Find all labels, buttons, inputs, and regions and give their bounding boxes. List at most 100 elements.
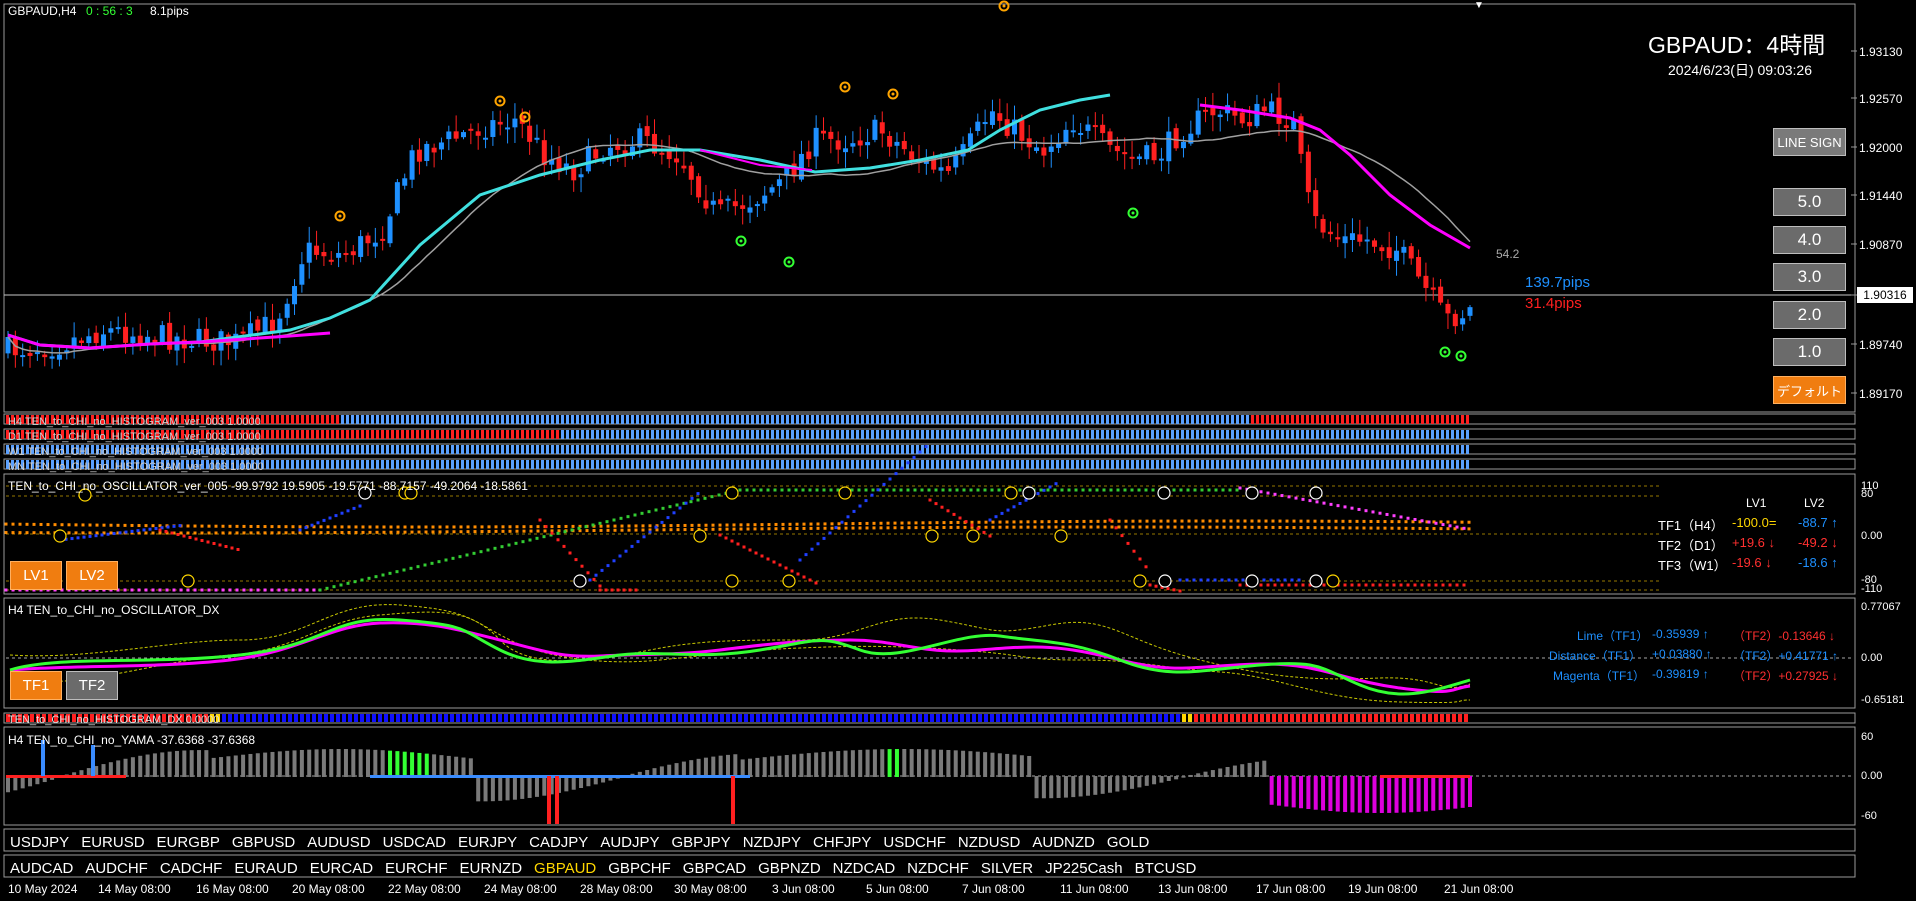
osc-dot bbox=[193, 531, 197, 535]
osc-dot bbox=[305, 588, 309, 592]
level-4-button[interactable]: 4.0 bbox=[1773, 226, 1846, 254]
osc-dot bbox=[319, 531, 323, 535]
yama-bar bbox=[1401, 776, 1406, 813]
histogram-bar bbox=[721, 445, 724, 454]
dx-histogram-bar bbox=[780, 714, 784, 722]
histogram-bar bbox=[296, 430, 299, 439]
histogram-bar bbox=[1041, 445, 1044, 454]
level-1-button[interactable]: 1.0 bbox=[1773, 338, 1846, 366]
symbol-jp225cash[interactable]: JP225Cash bbox=[1045, 860, 1123, 877]
histogram-bar bbox=[1066, 430, 1069, 439]
histogram-bar bbox=[496, 415, 499, 424]
symbol-btcusd[interactable]: BTCUSD bbox=[1134, 860, 1197, 877]
symbol-usdchf[interactable]: USDCHF bbox=[883, 834, 946, 851]
candle-body bbox=[659, 152, 665, 155]
symbol-gbpnzd[interactable]: GBPNZD bbox=[758, 860, 821, 877]
symbol-cadchf[interactable]: CADCHF bbox=[159, 860, 223, 877]
histogram-bar bbox=[1366, 415, 1369, 424]
histogram-bar bbox=[1126, 460, 1129, 469]
level-5-button[interactable]: 5.0 bbox=[1773, 188, 1846, 216]
osc-dot bbox=[312, 525, 316, 529]
histogram-bar bbox=[631, 445, 634, 454]
level-marker-icon bbox=[53, 529, 67, 543]
histogram-bar bbox=[726, 460, 729, 469]
histogram-bar bbox=[76, 415, 79, 424]
histogram-bar bbox=[1226, 415, 1229, 424]
histogram-bar bbox=[1366, 430, 1369, 439]
candle-body bbox=[629, 146, 635, 157]
histogram-bar bbox=[916, 460, 919, 469]
histogram-bar bbox=[911, 445, 914, 454]
symbol-gbpusd[interactable]: GBPUSD bbox=[231, 834, 296, 851]
symbol-nzdusd[interactable]: NZDUSD bbox=[957, 834, 1021, 851]
tf2-button[interactable]: TF2 bbox=[66, 671, 118, 700]
symbol-eurgbp[interactable]: EURGBP bbox=[156, 834, 220, 851]
histogram-bar bbox=[1236, 445, 1239, 454]
symbol-usdcad[interactable]: USDCAD bbox=[382, 834, 446, 851]
symbol-gbpaud[interactable]: GBPAUD bbox=[534, 860, 597, 877]
lv2-button[interactable]: LV2 bbox=[66, 561, 118, 590]
symbol-eurcad[interactable]: EURCAD bbox=[309, 860, 374, 877]
symbol-silver[interactable]: SILVER bbox=[980, 860, 1034, 877]
osc-dot bbox=[200, 531, 204, 535]
symbol-gbpcad[interactable]: GBPCAD bbox=[682, 860, 747, 877]
level-2-button[interactable]: 2.0 bbox=[1773, 301, 1846, 329]
tf1-button[interactable]: TF1 bbox=[10, 671, 62, 700]
level-marker-icon bbox=[1309, 486, 1323, 500]
symbol-chfjpy[interactable]: CHFJPY bbox=[813, 834, 872, 851]
line-sign-button[interactable]: LINE SIGN bbox=[1773, 128, 1846, 156]
symbol-euraud[interactable]: EURAUD bbox=[234, 860, 298, 877]
histogram-bar bbox=[1081, 415, 1084, 424]
osc-dot bbox=[894, 472, 898, 476]
symbol-nzdjpy[interactable]: NZDJPY bbox=[742, 834, 802, 851]
osc-dot bbox=[124, 530, 128, 534]
symbol-nzdcad[interactable]: NZDCAD bbox=[832, 860, 896, 877]
histogram-bar bbox=[1131, 430, 1134, 439]
symbol-audcad[interactable]: AUDCAD bbox=[10, 860, 74, 877]
osc-dot bbox=[654, 508, 658, 512]
histogram-bar bbox=[281, 445, 284, 454]
osc-dot bbox=[353, 580, 357, 584]
lv1-button[interactable]: LV1 bbox=[10, 561, 62, 590]
histogram-bar bbox=[191, 430, 194, 439]
histogram-bar bbox=[696, 445, 699, 454]
symbol-cadjpy[interactable]: CADJPY bbox=[529, 834, 589, 851]
histogram-bar bbox=[531, 460, 534, 469]
osc-dot bbox=[361, 530, 365, 534]
osc-dot bbox=[1199, 578, 1203, 582]
symbol-gbpjpy[interactable]: GBPJPY bbox=[671, 834, 731, 851]
symbol-audjpy[interactable]: AUDJPY bbox=[600, 834, 660, 851]
symbol-eurusd[interactable]: EURUSD bbox=[81, 834, 145, 851]
shift-marker-icon[interactable]: ▼ bbox=[1474, 0, 1484, 11]
osc-dot bbox=[361, 525, 365, 529]
histogram-bar bbox=[1116, 445, 1119, 454]
dx-histogram-bar bbox=[786, 714, 790, 722]
osc-dot bbox=[921, 521, 925, 525]
symbol-gold[interactable]: GOLD bbox=[1106, 834, 1150, 851]
osc-dot bbox=[445, 530, 449, 534]
symbol-eurjpy[interactable]: EURJPY bbox=[457, 834, 518, 851]
symbol-eurchf[interactable]: EURCHF bbox=[385, 860, 448, 877]
osc-dot bbox=[1250, 525, 1254, 529]
symbol-nzdchf[interactable]: NZDCHF bbox=[907, 860, 969, 877]
symbol-gbpchf[interactable]: GBPCHF bbox=[608, 860, 671, 877]
histogram-bar bbox=[801, 460, 804, 469]
osc-dot bbox=[158, 524, 162, 528]
symbol-eurnzd[interactable]: EURNZD bbox=[459, 860, 523, 877]
histogram-bar bbox=[1241, 430, 1244, 439]
symbol-audusd[interactable]: AUDUSD bbox=[307, 834, 371, 851]
symbol-audnzd[interactable]: AUDNZD bbox=[1032, 834, 1095, 851]
yama-bar bbox=[1108, 776, 1113, 793]
yama-bar bbox=[1203, 771, 1208, 777]
default-button[interactable]: デフォルト bbox=[1773, 376, 1846, 404]
histogram-bar bbox=[881, 430, 884, 439]
level-3-button[interactable]: 3.0 bbox=[1773, 263, 1846, 291]
level-marker-icon bbox=[1004, 486, 1018, 500]
osc-dot bbox=[1383, 526, 1387, 530]
histogram-bar bbox=[1231, 415, 1234, 424]
symbol-usdjpy[interactable]: USDJPY bbox=[10, 834, 70, 851]
symbol-audchf[interactable]: AUDCHF bbox=[85, 860, 148, 877]
osc-dot bbox=[402, 568, 406, 572]
dx-histogram-bar bbox=[510, 714, 514, 722]
